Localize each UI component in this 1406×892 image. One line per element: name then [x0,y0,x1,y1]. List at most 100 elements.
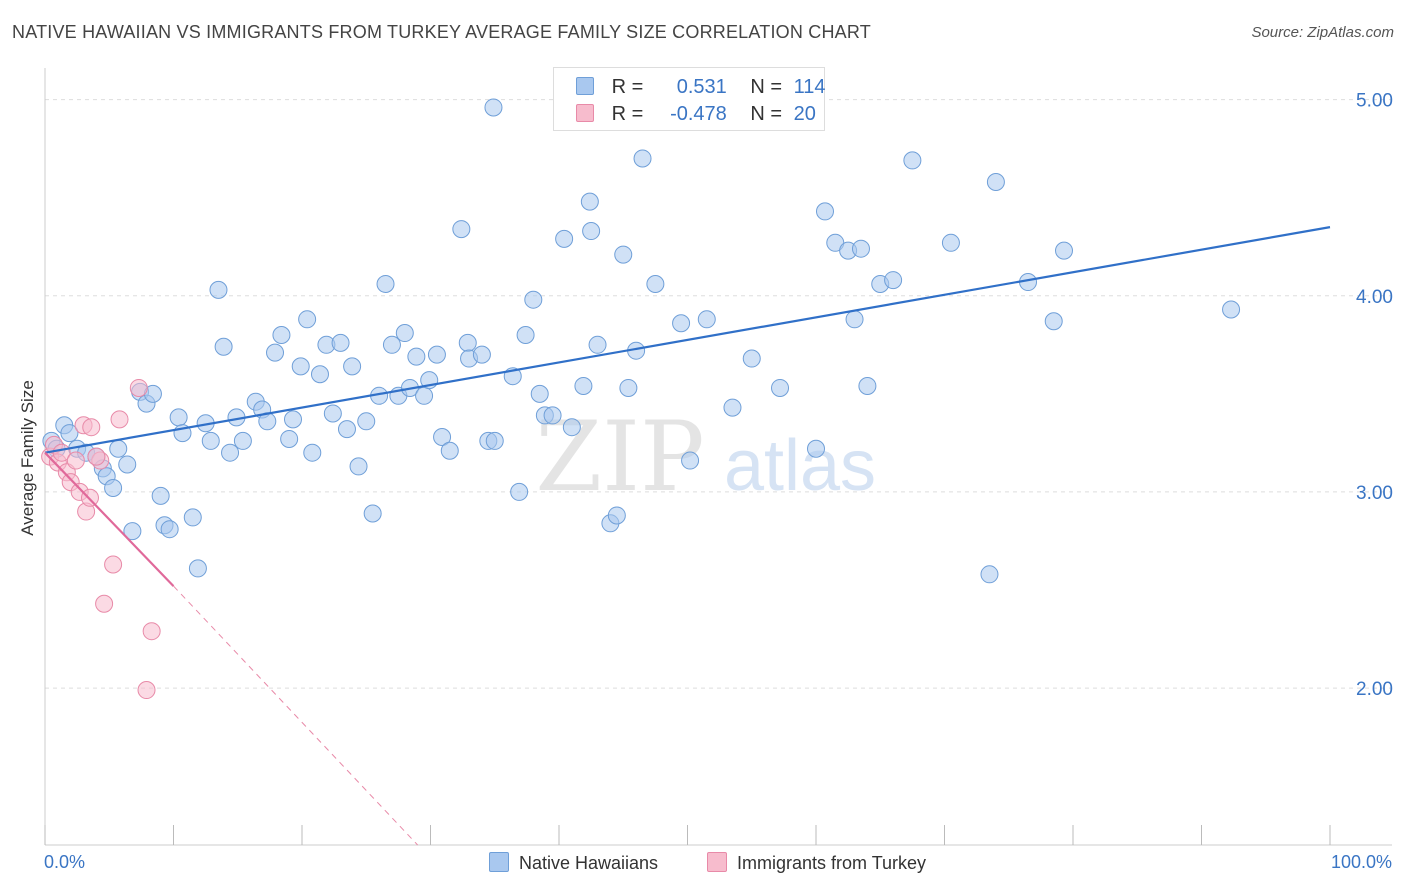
data-point-native-hawaiians [160,520,179,539]
data-point-native-hawaiians [349,457,368,476]
n-value: 114 [793,76,826,98]
y-tick-label: 2.00 [1356,679,1393,700]
data-point-native-hawaiians [337,420,356,439]
data-point-native-hawaiians [109,439,128,458]
data-point-native-hawaiians [280,429,299,448]
data-point-native-hawaiians [619,378,638,397]
data-point-native-hawaiians [221,443,240,462]
data-point-native-hawaiians [395,324,414,343]
bottom-legend-native-hawaiians: Native Hawaiians [489,852,658,874]
data-point-native-hawaiians [151,486,170,505]
data-point-native-hawaiians [903,151,922,170]
data-point-native-hawaiians [562,418,581,437]
data-point-native-hawaiians [582,222,601,241]
data-point-native-hawaiians [672,314,691,333]
data-point-native-hawaiians [858,377,877,395]
data-point-native-hawaiians [183,508,202,527]
data-point-native-hawaiians [845,310,864,329]
data-point-native-hawaiians [123,522,142,541]
trend-extension-immigrants-from-turkey [173,585,419,846]
data-point-native-hawaiians [646,275,665,293]
data-point-native-hawaiians [1044,312,1063,331]
data-point-native-hawaiians [298,310,317,329]
legend-swatch-pink [576,104,594,122]
data-point-native-hawaiians [1222,300,1241,319]
legend-swatch-pink [707,852,727,872]
data-point-native-hawaiians [291,357,310,376]
data-point-native-hawaiians [1055,241,1074,260]
data-point-native-hawaiians [272,326,291,344]
data-point-native-hawaiians [407,347,426,366]
legend-row-native-hawaiians: R = 0.531 N = 114 [576,76,826,99]
trend-line-immigrants-from-turkey [44,451,175,587]
watermark: ZIP atlas [535,401,876,513]
data-point-native-hawaiians [433,428,452,446]
data-point-native-hawaiians [357,412,376,431]
data-point-immigrants-from-turkey [142,622,161,641]
data-point-native-hawaiians [681,451,700,470]
data-point-native-hawaiians [633,149,652,168]
legend-label: Immigrants from Turkey [737,853,927,873]
data-point-native-hawaiians [980,565,999,584]
axes [44,68,1392,846]
legend-swatch-blue [489,852,509,872]
data-point-native-hawaiians [452,220,471,239]
data-point-native-hawaiians [201,431,220,450]
r-label: R = [611,76,644,98]
data-point-native-hawaiians [188,559,207,578]
data-point-native-hawaiians [574,377,593,395]
data-point-native-hawaiians [742,349,761,368]
y-tick-label: 4.00 [1356,287,1393,308]
data-point-native-hawaiians [104,479,123,497]
data-point-native-hawaiians [723,398,742,417]
data-point-native-hawaiians [588,335,607,354]
gridlines [45,99,1392,689]
data-point-immigrants-from-turkey [66,451,85,470]
r-label: R = [611,103,644,125]
data-point-native-hawaiians [440,441,459,460]
data-point-immigrants-from-turkey [110,410,129,429]
data-point-native-hawaiians [530,384,549,403]
legend-label: Native Hawaiians [519,853,659,873]
data-point-native-hawaiians [524,290,543,309]
data-point-native-hawaiians [516,326,535,344]
data-point-immigrants-from-turkey [137,681,156,700]
data-point-native-hawaiians [614,245,633,264]
data-point-native-hawaiians [331,333,350,352]
data-point-native-hawaiians [376,275,395,293]
watermark-zip: ZIP [535,401,704,513]
data-point-native-hawaiians [485,431,504,450]
data-point-native-hawaiians [118,455,137,474]
source-label: Source: ZipAtlas.com [1251,24,1394,41]
x-tick-max: 100.0% [1330,852,1392,872]
data-point-native-hawaiians [986,173,1005,191]
y-tick-labels: 2.00 3.00 4.00 5.00 [1356,91,1393,700]
x-tick-min: 0.0% [44,852,86,872]
data-point-native-hawaiians [427,345,446,364]
n-label: N = [750,76,783,98]
data-point-native-hawaiians [310,365,329,384]
n-value: 20 [793,103,816,125]
n-label: N = [750,103,783,125]
y-axis-label: Average Family Size [18,380,37,536]
data-point-native-hawaiians [484,98,503,117]
watermark-atlas: atlas [724,426,876,506]
data-point-native-hawaiians [323,404,342,423]
data-point-native-hawaiians [169,408,188,427]
r-value: -0.478 [670,103,727,125]
data-point-native-hawaiians [363,504,382,523]
trend-line-native-hawaiians [44,226,1331,454]
series-native-hawaiians [42,98,1241,584]
data-point-native-hawaiians [266,343,285,362]
chart-title: NATIVE HAWAIIAN VS IMMIGRANTS FROM TURKE… [12,22,871,42]
data-point-native-hawaiians [472,345,491,364]
legend-row-immigrants-from-turkey: R = -0.478 N = 20 [576,103,816,126]
data-point-native-hawaiians [343,357,362,376]
bottom-legend-immigrants-from-turkey: Immigrants from Turkey [707,852,926,874]
data-point-native-hawaiians [815,202,834,221]
data-point-native-hawaiians [214,337,233,356]
data-point-native-hawaiians [303,443,322,462]
data-point-immigrants-from-turkey [95,594,114,613]
data-point-immigrants-from-turkey [129,378,148,397]
